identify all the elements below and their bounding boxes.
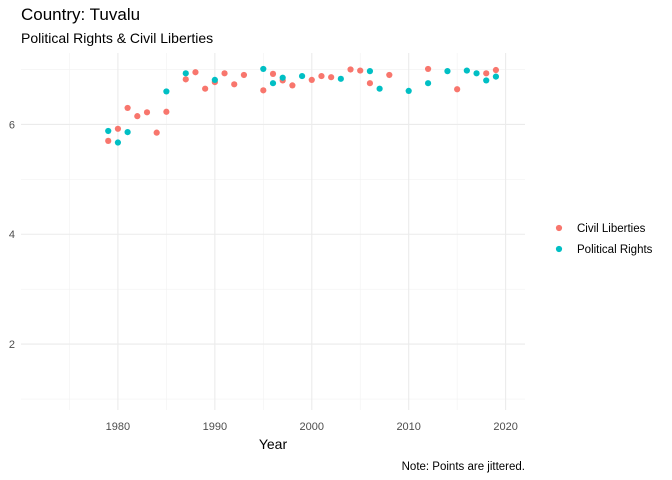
point-political-rights (182, 70, 189, 77)
grid-minor (21, 53, 525, 410)
point-civil-liberties (357, 67, 364, 74)
point-civil-liberties (124, 104, 131, 112)
legend-label-political-rights: Political Rights (577, 244, 653, 256)
point-civil-liberties (483, 70, 490, 77)
point-civil-liberties (240, 71, 248, 79)
point-civil-liberties (328, 74, 335, 81)
point-political-rights (337, 75, 344, 82)
point-political-rights (444, 68, 451, 75)
point-civil-liberties (105, 137, 112, 144)
point-political-rights (473, 70, 480, 77)
point-political-rights (163, 88, 170, 95)
legend: Civil Liberties Political Rights (555, 223, 653, 256)
x-tick-label: 1990 (203, 421, 227, 433)
point-civil-liberties (192, 69, 199, 76)
point-civil-liberties (366, 80, 374, 87)
chart-subtitle: Political Rights & Civil Liberties (21, 30, 213, 46)
point-political-rights (105, 127, 112, 135)
point-civil-liberties (231, 81, 238, 88)
point-political-rights (269, 80, 277, 87)
data-points (105, 65, 500, 146)
y-tick-label: 6 (9, 119, 15, 131)
chart-caption: Note: Points are jittered. (402, 461, 525, 473)
legend-key-political-rights (555, 245, 563, 253)
x-tick-labels: 1980 1990 2000 2010 2020 (106, 421, 518, 433)
point-civil-liberties (308, 76, 315, 84)
point-civil-liberties (143, 109, 151, 116)
x-tick-label: 2020 (493, 421, 517, 433)
legend-key-civil-liberties (555, 224, 563, 232)
x-tick-label: 2010 (396, 421, 420, 433)
point-political-rights (124, 128, 131, 136)
point-civil-liberties (221, 70, 228, 77)
y-tick-label: 4 (9, 229, 15, 241)
point-civil-liberties (269, 70, 277, 77)
grid-major (21, 53, 525, 410)
point-civil-liberties (114, 125, 122, 132)
point-political-rights (211, 76, 218, 84)
point-political-rights (492, 73, 500, 80)
point-political-rights (463, 67, 470, 74)
x-tick-label: 2000 (300, 421, 324, 433)
x-tick-label: 1980 (106, 421, 130, 433)
point-civil-liberties (260, 87, 267, 94)
point-political-rights (405, 87, 412, 94)
point-political-rights (298, 72, 306, 80)
point-civil-liberties (289, 82, 296, 89)
point-civil-liberties (153, 129, 160, 136)
point-civil-liberties (386, 71, 393, 79)
point-civil-liberties (424, 65, 432, 73)
point-political-rights (279, 74, 286, 81)
x-axis-title: Year (259, 436, 288, 452)
legend-label-civil-liberties: Civil Liberties (577, 223, 646, 235)
point-civil-liberties (163, 108, 170, 115)
point-civil-liberties (454, 86, 461, 93)
point-civil-liberties (492, 66, 500, 74)
point-political-rights (114, 139, 122, 146)
point-civil-liberties (202, 85, 209, 92)
point-civil-liberties (134, 113, 141, 120)
point-political-rights (376, 85, 383, 92)
point-civil-liberties (318, 72, 325, 80)
point-political-rights (483, 77, 490, 84)
point-civil-liberties (182, 76, 189, 83)
point-civil-liberties (347, 66, 354, 73)
point-political-rights (366, 68, 374, 75)
y-tick-label: 2 (9, 339, 15, 351)
point-political-rights (260, 65, 267, 73)
chart-title: Country: Tuvalu (21, 5, 140, 24)
point-political-rights (424, 80, 432, 87)
y-tick-labels: 2 4 6 (9, 119, 15, 351)
